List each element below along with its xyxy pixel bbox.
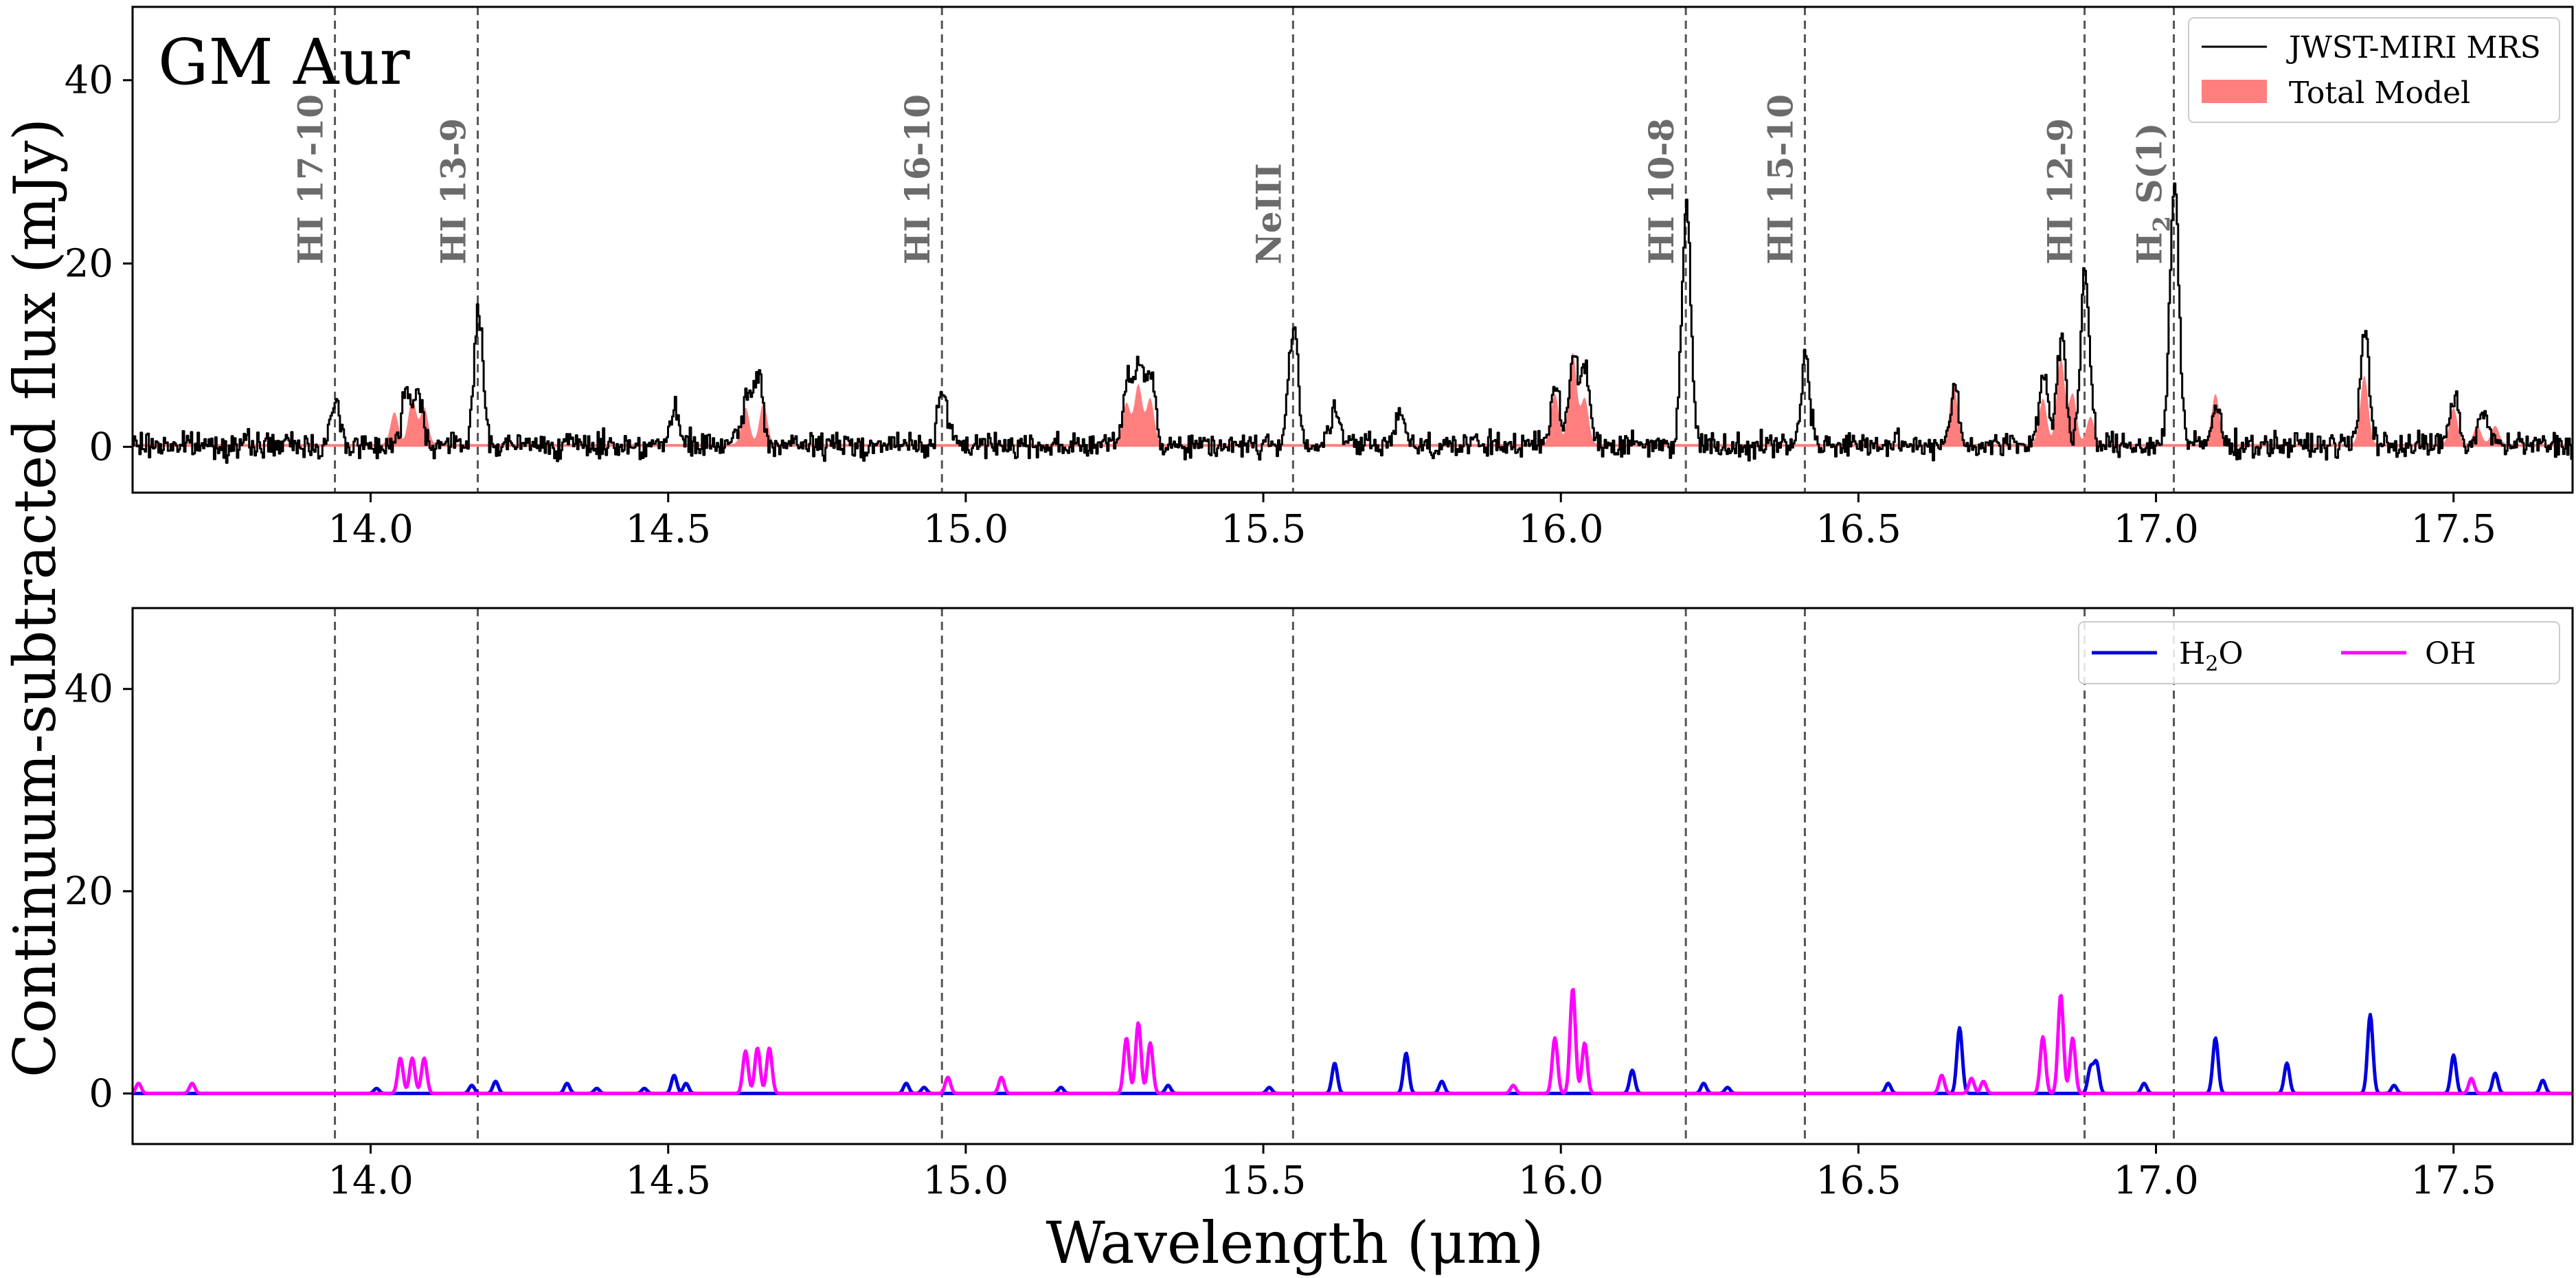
x-axis-title: Wavelength (μm) [1046, 1209, 1544, 1277]
top-legend-box [2188, 17, 2560, 123]
miri-spectrum-line [133, 182, 2573, 464]
bottom-reference-lines [334, 608, 2176, 1144]
x-tick-label: 16.5 [1816, 1158, 1901, 1203]
line-label: HI 12-9 [2040, 118, 2081, 265]
y-axis-title: Continuum-subtracted flux (mJy) [1, 118, 69, 1077]
x-tick-label: 17.0 [2113, 1158, 2199, 1203]
x-tick-label: 14.0 [328, 1158, 414, 1203]
legend-label-h2o: H2O [2179, 636, 2244, 676]
oh-spectrum-line [133, 987, 2573, 1095]
line-label: HI 13-9 [433, 118, 473, 265]
y-tick-label: 40 [65, 667, 113, 712]
line-label: H2 S(1) [2129, 122, 2176, 265]
y-tick-label: 40 [65, 58, 113, 103]
x-tick-label: 17.5 [2410, 507, 2496, 552]
panel-title: GM Aur [158, 25, 410, 99]
line-label: HI 10-8 [1641, 118, 1682, 265]
x-tick-label: 15.5 [1221, 507, 1307, 552]
y-tick-label: 0 [89, 1071, 113, 1116]
line-label: HI 16-10 [897, 94, 938, 265]
bottom-x-axis: 14.0 14.5 15.0 15.5 16.0 16.5 17.0 17.5 [328, 1144, 2496, 1203]
h2o-label-main: H [2179, 636, 2205, 671]
top-x-axis: 14.0 14.5 15.0 15.5 16.0 16.5 17.0 17.5 [328, 493, 2496, 552]
top-y-axis: 0 20 40 [65, 58, 133, 469]
bottom-panel: 14.0 14.5 15.0 15.5 16.0 16.5 17.0 17.5 0 20 40 H… [65, 607, 2574, 1203]
h2o-label-sub: 2 [2205, 652, 2218, 676]
h2o-spectrum-line [133, 1013, 2573, 1095]
bottom-legend-box [2078, 621, 2560, 684]
h2o-series [133, 1013, 2573, 1095]
bottom-legend: H2O OH [2078, 621, 2560, 684]
x-tick-label: 15.0 [923, 1158, 1009, 1203]
y-tick-label: 20 [65, 869, 113, 914]
legend-label-oh: OH [2425, 636, 2476, 671]
total-model-area [133, 353, 2573, 447]
miri-data-series [133, 182, 2573, 464]
line-label: NeIII [1248, 163, 1289, 265]
top-panel-frame [131, 5, 2574, 494]
h2o-label-rest: O [2218, 636, 2243, 671]
top-panel: 14.0 14.5 15.0 15.5 16.0 16.5 17.0 17.5 0 20 40 H… [65, 5, 2574, 552]
x-tick-label: 14.5 [625, 1158, 711, 1203]
x-tick-label: 16.0 [1518, 507, 1604, 552]
x-tick-label: 16.5 [1816, 507, 1901, 552]
top-legend: JWST-MIRI MRS Total Model [2188, 17, 2560, 123]
legend-label-miri: JWST-MIRI MRS [2286, 30, 2541, 65]
oh-series [133, 987, 2573, 1095]
x-tick-label: 16.0 [1518, 1158, 1604, 1203]
total-model-series [133, 353, 2573, 447]
bottom-panel-frame [131, 607, 2574, 1145]
legend-label-model: Total Model [2289, 76, 2470, 111]
x-tick-label: 17.0 [2113, 507, 2199, 552]
y-tick-label: 0 [89, 425, 113, 469]
line-label: HI 15-10 [1760, 94, 1800, 265]
x-tick-label: 15.5 [1221, 1158, 1307, 1203]
line-label: HI 17-10 [291, 94, 331, 265]
legend-swatch-model [2202, 80, 2267, 103]
top-reference-lines [334, 7, 2176, 493]
x-tick-label: 14.0 [328, 507, 414, 552]
x-tick-label: 14.5 [625, 507, 711, 552]
y-tick-label: 20 [65, 242, 113, 287]
x-tick-label: 17.5 [2410, 1158, 2496, 1203]
top-line-labels: HI 17-10 HI 13-9 HI 16-10 NeIII HI 10-8 HI 15… [291, 94, 2176, 265]
bottom-y-axis: 0 20 40 [65, 667, 133, 1116]
x-tick-label: 15.0 [923, 507, 1009, 552]
